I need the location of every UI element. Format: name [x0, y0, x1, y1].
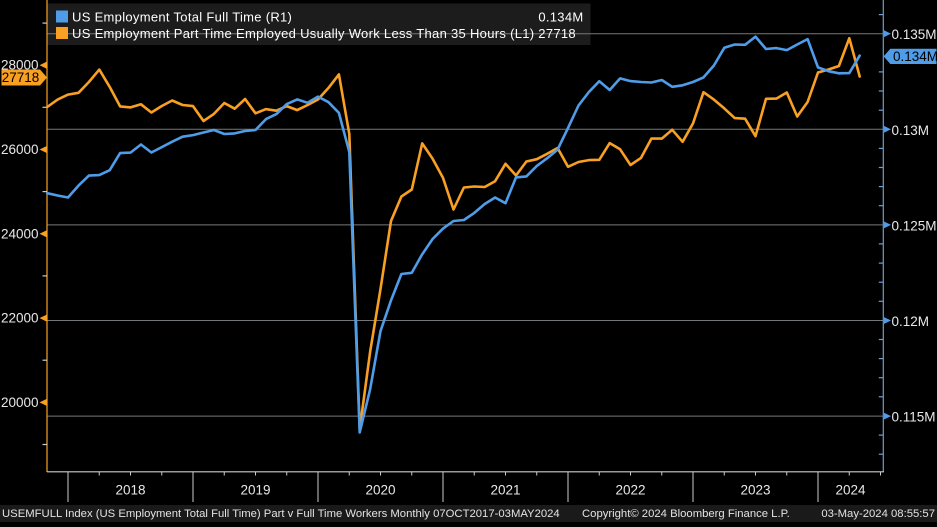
svg-text:2020: 2020: [365, 483, 395, 498]
svg-text:0.115M: 0.115M: [892, 410, 936, 425]
svg-text:0.125M: 0.125M: [892, 218, 937, 233]
svg-text:0.134M: 0.134M: [893, 49, 937, 64]
svg-text:2019: 2019: [240, 483, 270, 498]
svg-text:03-May-2024 08:55:57: 03-May-2024 08:55:57: [821, 508, 935, 520]
svg-text:2018: 2018: [115, 483, 145, 498]
svg-text:0.12M: 0.12M: [892, 314, 930, 329]
svg-text:24000: 24000: [1, 226, 39, 241]
svg-text:0.135M: 0.135M: [892, 27, 937, 42]
svg-text:2021: 2021: [490, 483, 520, 498]
svg-text:USEMFULL Index (US Employment: USEMFULL Index (US Employment Total Full…: [2, 508, 560, 520]
svg-text:28000: 28000: [1, 58, 39, 73]
svg-text:US Employment Total Full Time: US Employment Total Full Time (R1): [72, 10, 292, 25]
svg-text:0.13M: 0.13M: [892, 123, 930, 138]
svg-text:26000: 26000: [1, 142, 39, 157]
svg-text:22000: 22000: [1, 311, 39, 326]
svg-text:Copyright© 2024 Bloomberg Fina: Copyright© 2024 Bloomberg Finance L.P.: [582, 508, 790, 520]
svg-text:2023: 2023: [740, 483, 770, 498]
svg-text:0.134M: 0.134M: [538, 10, 583, 25]
svg-text:2024: 2024: [835, 483, 866, 498]
svg-text:2022: 2022: [615, 483, 645, 498]
svg-text:US Employment Part Time Employ: US Employment Part Time Employed Usually…: [72, 26, 576, 41]
svg-text:27718: 27718: [2, 70, 40, 85]
svg-text:20000: 20000: [1, 395, 39, 410]
